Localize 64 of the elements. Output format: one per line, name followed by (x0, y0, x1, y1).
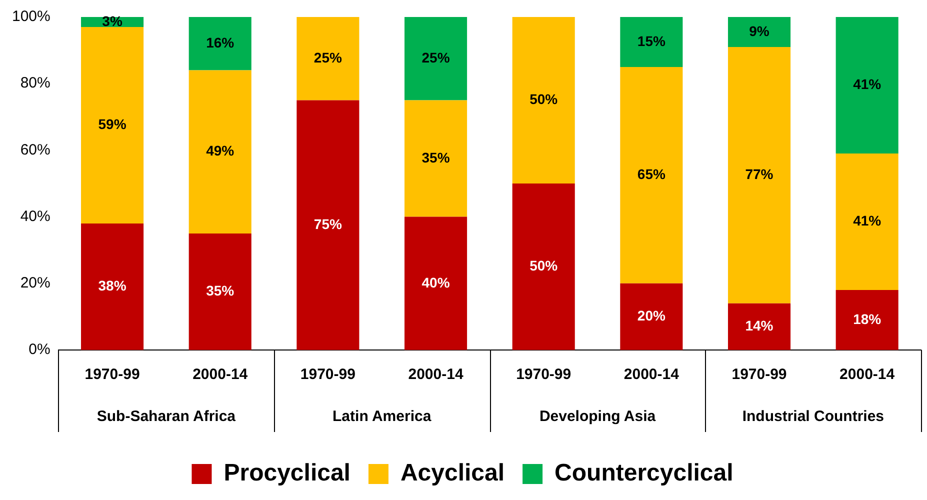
x-tick-label: 1970-99 (516, 366, 572, 384)
legend-label: Procyclical (224, 460, 350, 487)
legend-label: Countercyclical (554, 460, 734, 487)
data-label: 9% (749, 22, 770, 39)
y-tick-label: 80% (20, 74, 50, 92)
data-label: 41% (853, 76, 882, 92)
data-label: 38% (98, 278, 127, 294)
data-label: 75% (314, 216, 342, 232)
bar (836, 17, 898, 154)
data-label: 77% (745, 166, 774, 182)
text: Industrial Countries (742, 408, 884, 426)
bar (404, 17, 468, 100)
data-label: 41% (853, 212, 882, 229)
data-label: 59% (98, 116, 127, 132)
x-tick-label: 1970-99 (300, 366, 356, 384)
legend-label: Acyclical (400, 460, 505, 487)
data-label: 50% (530, 258, 558, 274)
x-tick-label: 2000-14 (192, 366, 248, 384)
data-label: 49% (206, 142, 235, 159)
x-tick-label: 2000-14 (840, 366, 896, 384)
y-tick-label: 20% (20, 274, 50, 292)
data-label: 25% (422, 49, 450, 66)
bar (728, 46, 791, 304)
bar (728, 303, 791, 350)
data-label: 40% (422, 274, 450, 290)
bar (620, 66, 683, 284)
bar (404, 100, 468, 217)
data-label: 25% (314, 49, 342, 66)
data-label: 50% (530, 91, 558, 108)
x-tick-label: 1970-99 (84, 366, 140, 384)
bar (188, 17, 252, 70)
data-label: 3% (102, 12, 123, 29)
bar (296, 100, 360, 350)
data-label: 20% (637, 308, 666, 324)
y-tick-label: 0% (28, 341, 50, 358)
x-tick-label: 2000-14 (408, 366, 464, 384)
y-tick-label: 60% (20, 141, 50, 158)
data-label: 15% (637, 32, 666, 49)
bar (512, 17, 575, 184)
bar (620, 17, 683, 67)
data-label: 35% (422, 149, 450, 166)
bar (188, 233, 252, 350)
data-label: 14% (745, 318, 774, 334)
data-label: 65% (637, 166, 666, 182)
text: Developing Asia (539, 408, 656, 426)
bar (188, 70, 252, 234)
x-tick-label: 1970-99 (732, 366, 787, 384)
bar (404, 216, 468, 350)
bar (836, 154, 898, 290)
y-tick-label: 100% (12, 8, 50, 26)
bar (512, 184, 575, 350)
bar (836, 290, 898, 350)
bar (296, 17, 360, 100)
text: Latin America (332, 408, 432, 426)
text: Sub-Saharan Africa (96, 408, 236, 426)
bar (620, 283, 683, 350)
bar (81, 223, 144, 350)
y-tick-label: 40% (20, 208, 50, 225)
bar (728, 17, 791, 47)
data-label: 35% (206, 282, 235, 299)
bar (81, 26, 144, 224)
x-tick-label: 2000-14 (624, 366, 680, 384)
data-label: 18% (853, 310, 882, 327)
data-label: 16% (206, 34, 235, 50)
